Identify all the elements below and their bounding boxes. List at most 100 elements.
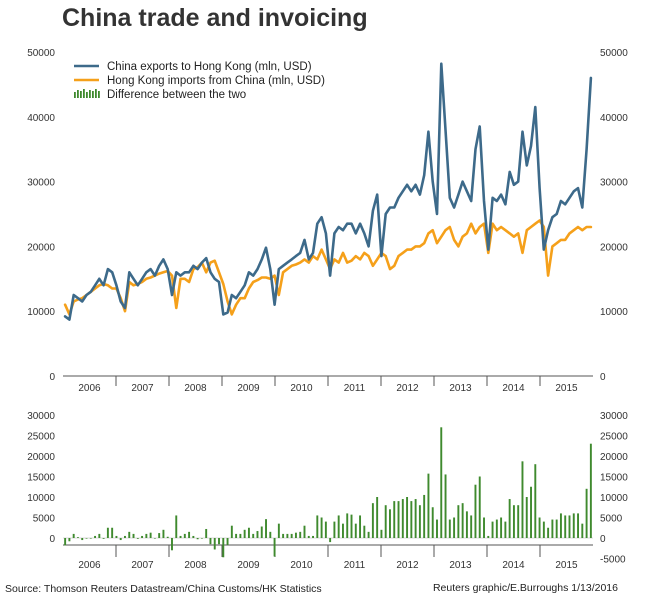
difference-bar xyxy=(290,533,293,538)
top-x-tick-label: 2012 xyxy=(396,383,419,394)
difference-bar xyxy=(397,501,400,538)
top-y-tick-right-label: 40000 xyxy=(600,113,628,124)
difference-bar xyxy=(474,484,477,538)
top-x-tick-label: 2015 xyxy=(555,383,578,394)
top-y-tick-right-label: 30000 xyxy=(600,178,628,189)
top-y-tick-right-label: 20000 xyxy=(600,242,628,253)
difference-bar xyxy=(136,538,139,539)
difference-bar xyxy=(491,521,494,538)
difference-bar xyxy=(316,515,319,538)
bottom-x-tick-label: 2009 xyxy=(237,560,260,571)
bottom-y-tick-left-label: 20000 xyxy=(27,452,55,463)
bottom-y-tick-right-label: -5000 xyxy=(600,555,626,566)
difference-bar xyxy=(273,538,276,557)
difference-bar xyxy=(153,538,156,539)
bottom-y-tick-right-label: 20000 xyxy=(600,452,628,463)
difference-bar xyxy=(538,517,541,538)
difference-bar xyxy=(363,525,366,538)
bottom-x-tick-label: 2013 xyxy=(449,560,472,571)
bottom-x-tick-label: 2008 xyxy=(184,560,207,571)
difference-bar xyxy=(200,538,203,539)
legend-swatch-bar xyxy=(83,89,85,98)
top-y-tick-right-label: 50000 xyxy=(600,48,628,59)
top-y-tick-right-label: 10000 xyxy=(600,307,628,318)
difference-bar xyxy=(145,533,148,538)
difference-bar xyxy=(171,538,173,551)
bottom-y-tick-right-label: 0 xyxy=(600,534,606,545)
difference-bar xyxy=(286,533,289,538)
difference-bar xyxy=(102,538,105,539)
bottom-y-tick-right-label: 30000 xyxy=(600,411,628,422)
top-x-tick-label: 2011 xyxy=(344,383,366,394)
difference-bar xyxy=(418,505,421,538)
difference-bar xyxy=(94,535,97,538)
top-y-tick-left-label: 50000 xyxy=(27,48,55,59)
difference-bar xyxy=(213,538,216,550)
difference-bar xyxy=(470,515,473,538)
difference-bar xyxy=(512,505,515,538)
difference-bar xyxy=(581,523,584,538)
top-y-tick-left-label: 40000 xyxy=(27,113,55,124)
top-y-tick-left-label: 20000 xyxy=(27,242,55,253)
difference-bar xyxy=(252,533,255,538)
difference-bar xyxy=(111,527,114,538)
legend-swatch-bar xyxy=(74,92,76,98)
difference-bar xyxy=(230,525,233,538)
bottom-y-tick-left-label: 10000 xyxy=(27,493,55,504)
difference-bar xyxy=(124,535,126,538)
difference-bar xyxy=(354,523,357,538)
difference-bar xyxy=(487,535,490,538)
difference-bar xyxy=(324,521,327,538)
difference-bar xyxy=(226,538,229,545)
difference-bar xyxy=(128,531,131,538)
bottom-y-tick-left-label: 0 xyxy=(49,534,55,545)
legend-entry-label: Hong Kong imports from China (mln, USD) xyxy=(107,75,325,87)
difference-bar xyxy=(77,537,79,538)
difference-bar xyxy=(559,513,562,538)
bottom-y-tick-left-label: 5000 xyxy=(33,514,56,525)
top-x-tick-label: 2010 xyxy=(290,383,313,394)
difference-bar xyxy=(337,515,340,538)
difference-bar xyxy=(192,535,195,538)
difference-bar xyxy=(478,476,481,538)
top-y-tick-right-label: 0 xyxy=(600,372,606,383)
difference-bar xyxy=(222,538,225,558)
difference-bar xyxy=(444,474,447,538)
legend-swatch-bar xyxy=(77,90,79,98)
difference-bar xyxy=(453,517,456,538)
difference-bar xyxy=(401,499,404,538)
difference-bar xyxy=(508,499,511,538)
top-y-tick-left-label: 30000 xyxy=(27,178,55,189)
top-x-tick-label: 2009 xyxy=(237,383,260,394)
bottom-y-tick-right-label: 15000 xyxy=(600,473,628,484)
difference-bar xyxy=(303,525,306,538)
legend-entry-label: Difference between the two xyxy=(107,89,246,101)
bottom-x-tick-label: 2012 xyxy=(396,560,419,571)
difference-bar xyxy=(265,519,267,538)
difference-bar xyxy=(547,527,550,538)
difference-bar xyxy=(260,526,263,538)
difference-bar xyxy=(436,519,438,538)
difference-bar xyxy=(269,531,272,538)
difference-bar xyxy=(406,497,409,538)
difference-bar xyxy=(183,533,186,538)
difference-bar xyxy=(465,511,468,538)
difference-bar xyxy=(166,536,169,538)
difference-bar xyxy=(188,531,191,538)
difference-bar xyxy=(115,535,118,538)
difference-bar xyxy=(517,505,520,538)
difference-bar xyxy=(282,533,285,538)
difference-bar xyxy=(243,529,246,538)
bottom-x-tick-label: 2010 xyxy=(290,560,313,571)
top-y-tick-left-label: 10000 xyxy=(27,307,55,318)
difference-bar xyxy=(141,535,144,538)
difference-bar xyxy=(350,514,353,538)
difference-bar xyxy=(525,497,528,538)
legend-swatch-bar xyxy=(86,92,88,98)
difference-bar xyxy=(555,519,558,538)
difference-bar xyxy=(440,427,443,538)
difference-bar xyxy=(585,488,588,538)
difference-bar xyxy=(521,461,524,538)
difference-bar xyxy=(534,464,537,538)
